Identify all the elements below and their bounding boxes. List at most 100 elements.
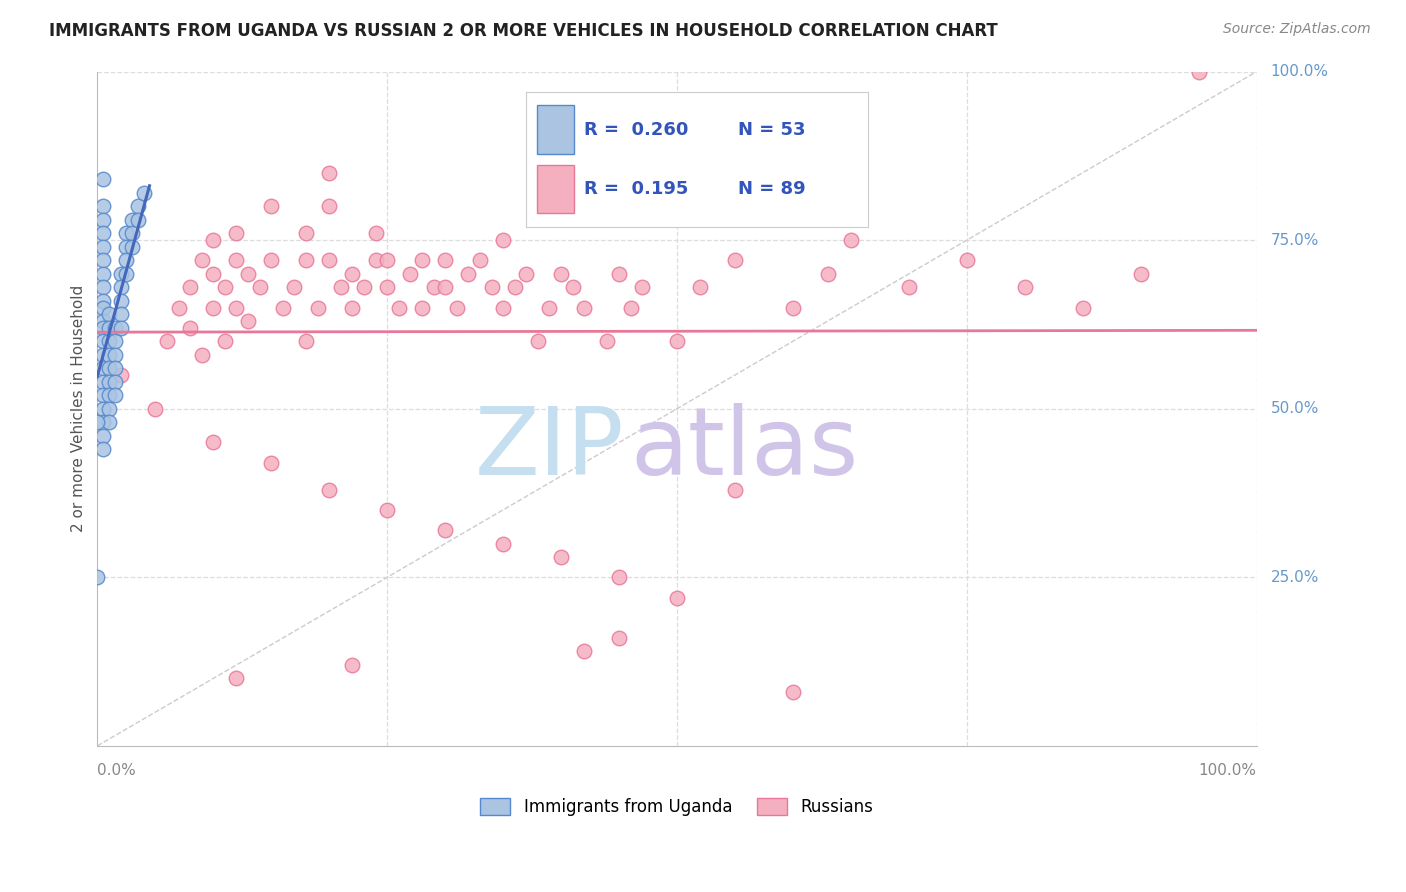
Point <box>1129 267 1152 281</box>
Point <box>434 523 457 537</box>
Point <box>607 631 630 645</box>
Point <box>724 253 747 268</box>
Point <box>202 435 225 450</box>
Point <box>897 280 920 294</box>
Point <box>249 280 271 294</box>
Point <box>399 267 422 281</box>
Point <box>110 267 132 281</box>
Point <box>127 213 149 227</box>
Point <box>91 320 114 334</box>
Point <box>127 199 149 213</box>
Point <box>214 280 236 294</box>
Point <box>492 301 515 315</box>
Point <box>97 307 120 321</box>
Point <box>839 233 862 247</box>
Point <box>97 334 120 349</box>
Text: IMMIGRANTS FROM UGANDA VS RUSSIAN 2 OR MORE VEHICLES IN HOUSEHOLD CORRELATION CH: IMMIGRANTS FROM UGANDA VS RUSSIAN 2 OR M… <box>49 22 998 40</box>
Point <box>574 301 596 315</box>
Point <box>422 280 444 294</box>
Point <box>132 186 155 200</box>
Point <box>91 301 114 315</box>
Point <box>375 503 398 517</box>
Point <box>550 550 572 565</box>
Point <box>260 456 283 470</box>
Point <box>631 280 654 294</box>
Point <box>202 301 225 315</box>
Point <box>295 227 318 241</box>
Point <box>574 644 596 658</box>
Text: 75.0%: 75.0% <box>1271 233 1319 248</box>
Point <box>115 267 138 281</box>
Point <box>225 253 247 268</box>
Point <box>782 301 804 315</box>
Point <box>1188 64 1211 78</box>
Point <box>91 280 114 294</box>
Point <box>121 213 143 227</box>
Point <box>689 280 711 294</box>
Text: ZIP: ZIP <box>475 403 624 495</box>
Point <box>104 375 127 389</box>
Point <box>91 415 114 429</box>
Point <box>202 233 225 247</box>
Point <box>817 267 839 281</box>
Point <box>104 361 127 376</box>
Point <box>190 253 212 268</box>
Point <box>318 199 340 213</box>
Point <box>666 591 689 605</box>
Point <box>538 301 561 315</box>
Point <box>550 267 572 281</box>
Point <box>515 267 537 281</box>
Point <box>110 320 132 334</box>
Point <box>342 267 364 281</box>
Point <box>271 301 294 315</box>
Point <box>167 301 190 315</box>
Point <box>190 348 212 362</box>
Point <box>666 334 689 349</box>
Text: atlas: atlas <box>631 403 859 495</box>
Point <box>492 233 515 247</box>
Point <box>115 240 138 254</box>
Point <box>434 280 457 294</box>
Point <box>143 401 166 416</box>
Point <box>91 314 114 328</box>
Point <box>411 301 433 315</box>
Point <box>364 253 387 268</box>
Point <box>434 253 457 268</box>
Point <box>307 301 329 315</box>
Point <box>91 240 114 254</box>
Text: Source: ZipAtlas.com: Source: ZipAtlas.com <box>1223 22 1371 37</box>
Legend: Immigrants from Uganda, Russians: Immigrants from Uganda, Russians <box>474 791 880 822</box>
Point <box>91 348 114 362</box>
Point <box>214 334 236 349</box>
Point <box>91 401 114 416</box>
Point <box>91 227 114 241</box>
Point <box>97 320 120 334</box>
Y-axis label: 2 or more Vehicles in Household: 2 or more Vehicles in Household <box>72 285 86 533</box>
Point <box>110 293 132 308</box>
Point <box>364 227 387 241</box>
Point <box>561 280 583 294</box>
Point <box>115 227 138 241</box>
Point <box>202 267 225 281</box>
Point <box>446 301 468 315</box>
Point <box>225 227 247 241</box>
Point <box>375 280 398 294</box>
Point <box>104 320 127 334</box>
Point <box>318 483 340 497</box>
Point <box>260 253 283 268</box>
Point <box>607 570 630 584</box>
Point <box>104 388 127 402</box>
Point <box>295 334 318 349</box>
Point <box>104 334 127 349</box>
Point <box>91 253 114 268</box>
Point <box>86 415 108 429</box>
Point <box>596 334 619 349</box>
Point <box>724 483 747 497</box>
Text: 0.0%: 0.0% <box>97 763 136 778</box>
Text: 100.0%: 100.0% <box>1199 763 1257 778</box>
Point <box>375 253 398 268</box>
Point <box>468 253 491 268</box>
Point <box>283 280 305 294</box>
Point <box>121 227 143 241</box>
Point <box>115 253 138 268</box>
